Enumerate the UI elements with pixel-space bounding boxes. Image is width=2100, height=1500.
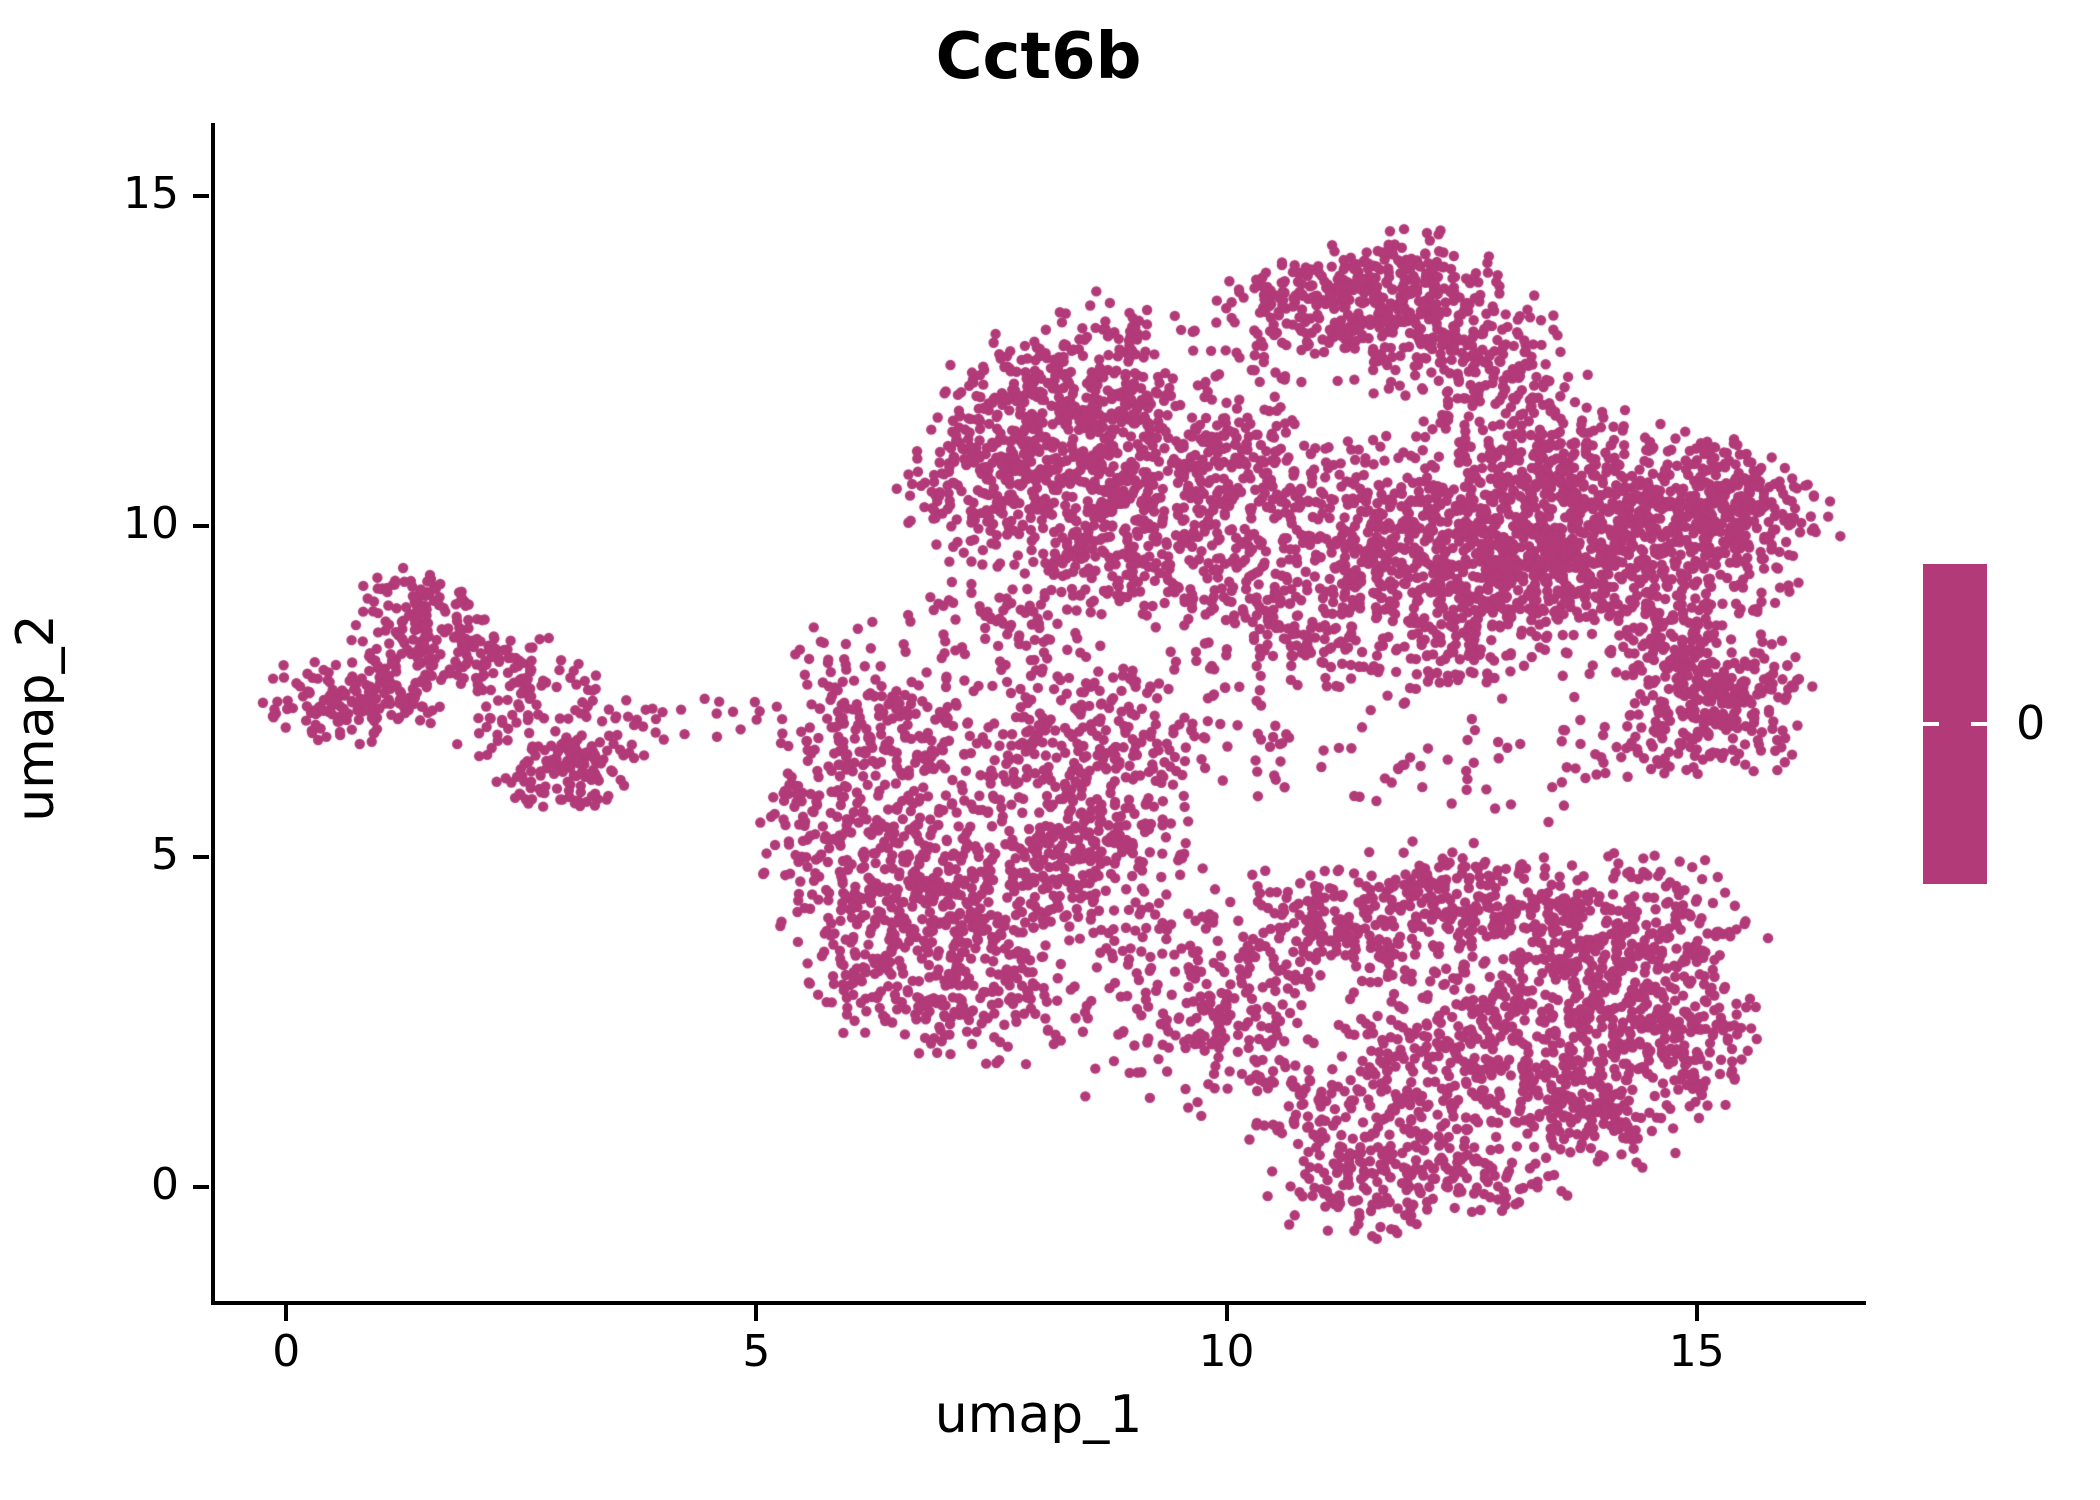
x-tick-label: 15 [1668,1326,1725,1377]
y-tick-mark [193,524,209,529]
y-tick-label: 0 [151,1159,179,1211]
y-tick-mark [193,1185,209,1190]
x-tick-label: 0 [272,1326,301,1377]
y-tick-mark [193,193,209,198]
y-tick-mark [193,854,209,859]
plot-area [211,123,1866,1305]
y-tick-label: 15 [123,167,179,219]
y-axis-label: umap_2 [6,614,66,822]
x-axis-label: umap_1 [934,1385,1143,1445]
x-tick-mark [754,1305,759,1321]
y-tick-label: 5 [151,828,179,880]
x-tick-mark [1694,1305,1699,1321]
plot-title: Cct6b [935,20,1142,94]
x-tick-mark [284,1305,289,1321]
scatter-points-canvas [215,123,1866,1301]
x-tick-label: 10 [1198,1326,1255,1377]
colorbar-tick-label: 0 [2016,696,2046,750]
y-tick-label: 10 [123,498,179,550]
colorbar-tick-right [1971,722,1989,726]
x-tick-mark [1224,1305,1229,1321]
x-tick-label: 5 [742,1326,771,1377]
colorbar-tick-left [1921,722,1939,726]
